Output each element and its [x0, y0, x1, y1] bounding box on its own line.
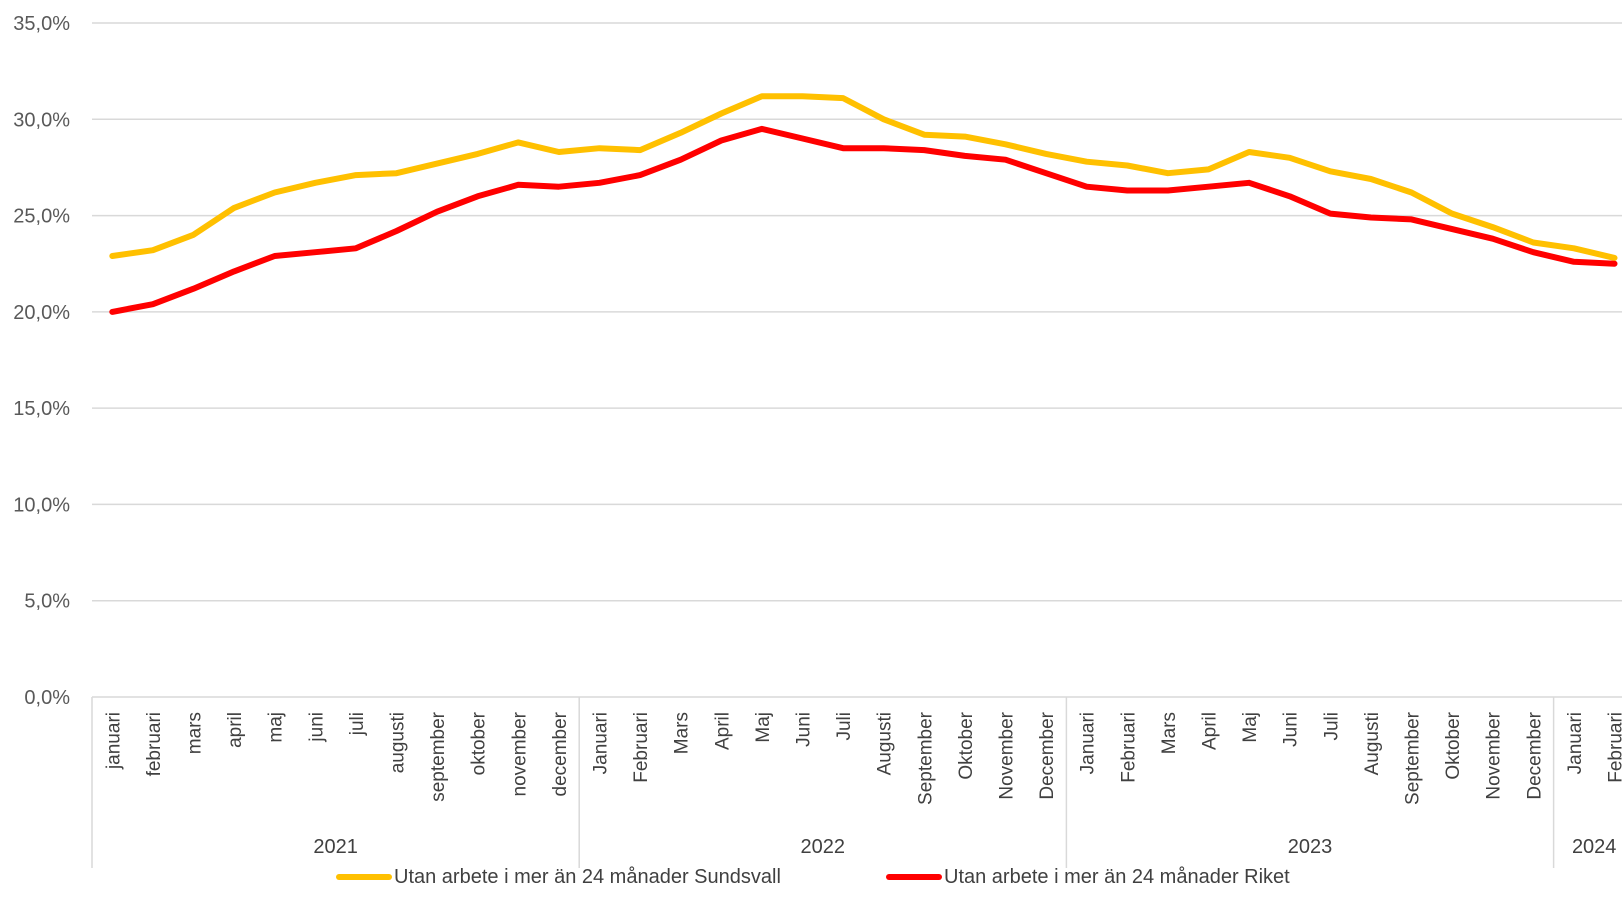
- series-line-riket: [109, 125, 1618, 315]
- x-tick-label: Juni: [794, 712, 815, 747]
- y-tick-label: 30,0%: [13, 109, 70, 131]
- x-axis: januari februari mars april maj juni juli augus…: [91, 697, 1622, 868]
- legend-swatch-sundsvall: [336, 874, 392, 880]
- x-tick-label: mars: [185, 712, 206, 754]
- legend-label-sundsvall: Utan arbete i mer än 24 månader Sundsval…: [394, 865, 781, 888]
- y-tick-label: 0,0%: [24, 687, 70, 709]
- y-tick-label: 25,0%: [13, 206, 70, 228]
- y-tick-label: 15,0%: [13, 398, 70, 420]
- gridlines: [92, 22, 1622, 698]
- x-tick-label: Februari: [1606, 712, 1622, 783]
- x-tick-label: April: [712, 712, 733, 750]
- x-tick-label: Mars: [672, 712, 693, 754]
- legend-swatch-riket: [886, 874, 942, 880]
- legend-label-riket: Utan arbete i mer än 24 månader Riket: [944, 865, 1290, 888]
- x-tick-label: Februari: [631, 712, 652, 783]
- x-tick-label: Januari: [1078, 712, 1099, 774]
- x-tick-label: Juni: [1281, 712, 1302, 747]
- x-tick-label: Mars: [1159, 712, 1180, 754]
- x-tick-label: januari: [103, 712, 124, 770]
- x-tick-label: Augusti: [875, 712, 896, 775]
- x-tick-label: april: [225, 712, 246, 748]
- x-tick-label: augusti: [388, 712, 409, 773]
- x-tick-label: September: [915, 711, 936, 805]
- x-tick-label: Februari: [1118, 712, 1139, 783]
- x-tick-label: Oktober: [1443, 711, 1464, 779]
- x-tick-label: November: [1484, 711, 1505, 799]
- y-tick-label: 35,0%: [13, 13, 70, 35]
- x-tick-label: September: [1403, 711, 1424, 805]
- x-tick-label: juli: [347, 712, 368, 736]
- x-tick-label: November: [997, 711, 1018, 799]
- x-tick-label: Augusti: [1362, 712, 1383, 775]
- year-label: 2023: [1288, 836, 1333, 858]
- legend-item-riket: Utan arbete i mer än 24 månader Riket: [886, 862, 1290, 892]
- x-tick-label: februari: [144, 712, 165, 776]
- x-tick-label: Januari: [591, 712, 612, 774]
- series-line-sundsvall: [109, 93, 1618, 261]
- year-label: 2022: [801, 836, 846, 858]
- y-axis-tick-labels: 0,0% 5,0% 10,0% 15,0% 20,0% 25,0% 30,0% 35,0%: [13, 13, 70, 709]
- year-label: 2021: [313, 836, 358, 858]
- x-tick-label: Januari: [1565, 712, 1586, 774]
- year-label: 2024: [1572, 836, 1617, 858]
- y-tick-label: 5,0%: [24, 591, 70, 613]
- legend: Utan arbete i mer än 24 månader Sundsval…: [0, 862, 1622, 892]
- x-tick-label: April: [1200, 712, 1221, 750]
- x-tick-label: Maj: [753, 712, 774, 743]
- y-tick-label: 20,0%: [13, 302, 70, 324]
- x-tick-label: december: [550, 711, 571, 796]
- x-tick-label: Juli: [834, 712, 855, 741]
- x-tick-label: november: [509, 711, 530, 796]
- x-tick-label: juni: [306, 712, 327, 743]
- series-lines: [109, 93, 1618, 315]
- x-tick-label: maj: [266, 712, 287, 743]
- x-tick-label: oktober: [469, 711, 490, 775]
- x-tick-label: Oktober: [956, 711, 977, 779]
- x-tick-label: December: [1524, 711, 1545, 799]
- x-tick-label: December: [1037, 711, 1058, 799]
- x-tick-label: september: [428, 711, 449, 801]
- x-tick-label: Juli: [1321, 712, 1342, 741]
- x-tick-label: Maj: [1240, 712, 1261, 743]
- y-tick-label: 10,0%: [13, 494, 70, 516]
- legend-item-sundsvall: Utan arbete i mer än 24 månader Sundsval…: [336, 862, 781, 892]
